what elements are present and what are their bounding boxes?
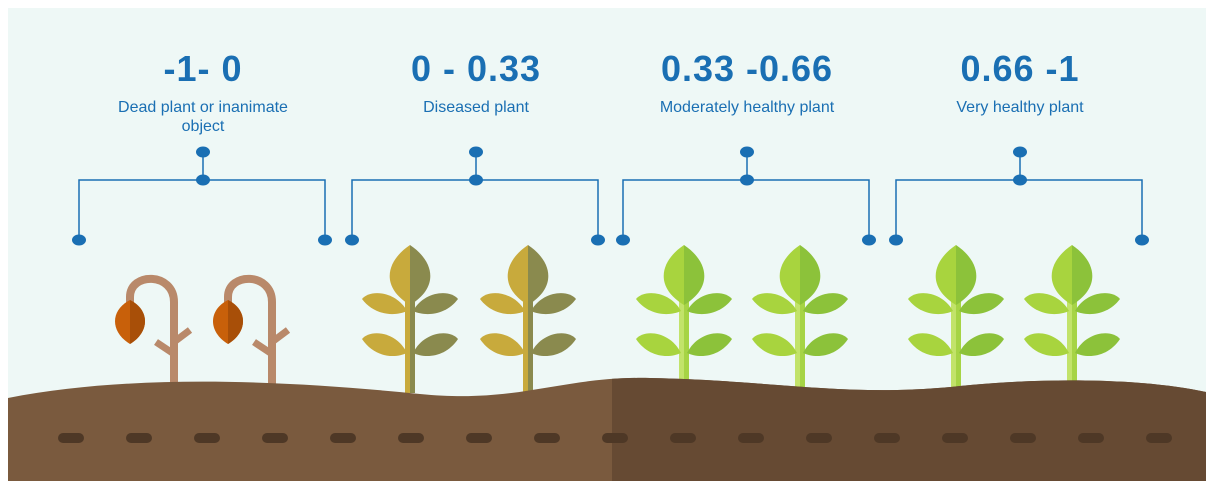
soil-dash: [1146, 433, 1172, 443]
range-label: Dead plant or inanimate object: [103, 98, 303, 136]
bracket-dot: [740, 147, 754, 158]
soil-dash: [738, 433, 764, 443]
range-label: Moderately healthy plant: [647, 98, 847, 117]
soil-dash: [670, 433, 696, 443]
soil-dash: [1078, 433, 1104, 443]
bracket-dot: [345, 235, 359, 246]
infographic: -1- 0 Dead plant or inanimate object 0 - 0…: [0, 0, 1214, 481]
soil-dash: [194, 433, 220, 443]
soil-dash: [330, 433, 356, 443]
range-label: Diseased plant: [376, 98, 576, 117]
bracket-dot: [591, 235, 605, 246]
soil-dash: [398, 433, 424, 443]
range-value: 0 - 0.33: [346, 48, 606, 90]
soil-dash: [874, 433, 900, 443]
range-value: 0.33 -0.66: [617, 48, 877, 90]
bracket-dot: [862, 235, 876, 246]
soil-dash: [602, 433, 628, 443]
soil-dash: [1010, 433, 1036, 443]
bracket-dot: [1013, 147, 1027, 158]
bracket-dot: [1013, 175, 1027, 186]
bracket-dot: [196, 147, 210, 158]
soil-dash: [806, 433, 832, 443]
bracket-dot: [469, 175, 483, 186]
bracket-dot: [740, 175, 754, 186]
soil-dash: [942, 433, 968, 443]
range-label: Very healthy plant: [920, 98, 1120, 117]
soil-dash: [466, 433, 492, 443]
bracket-dot: [1135, 235, 1149, 246]
range-value: -1- 0: [73, 48, 333, 90]
soil-dash: [126, 433, 152, 443]
soil-dash: [534, 433, 560, 443]
bracket-dot: [889, 235, 903, 246]
bracket-dot: [72, 235, 86, 246]
bracket-dot: [616, 235, 630, 246]
soil-dash: [58, 433, 84, 443]
soil-dash: [262, 433, 288, 443]
range-value: 0.66 -1: [890, 48, 1150, 90]
bracket-dot: [469, 147, 483, 158]
bracket-dot: [318, 235, 332, 246]
bracket-dot: [196, 175, 210, 186]
